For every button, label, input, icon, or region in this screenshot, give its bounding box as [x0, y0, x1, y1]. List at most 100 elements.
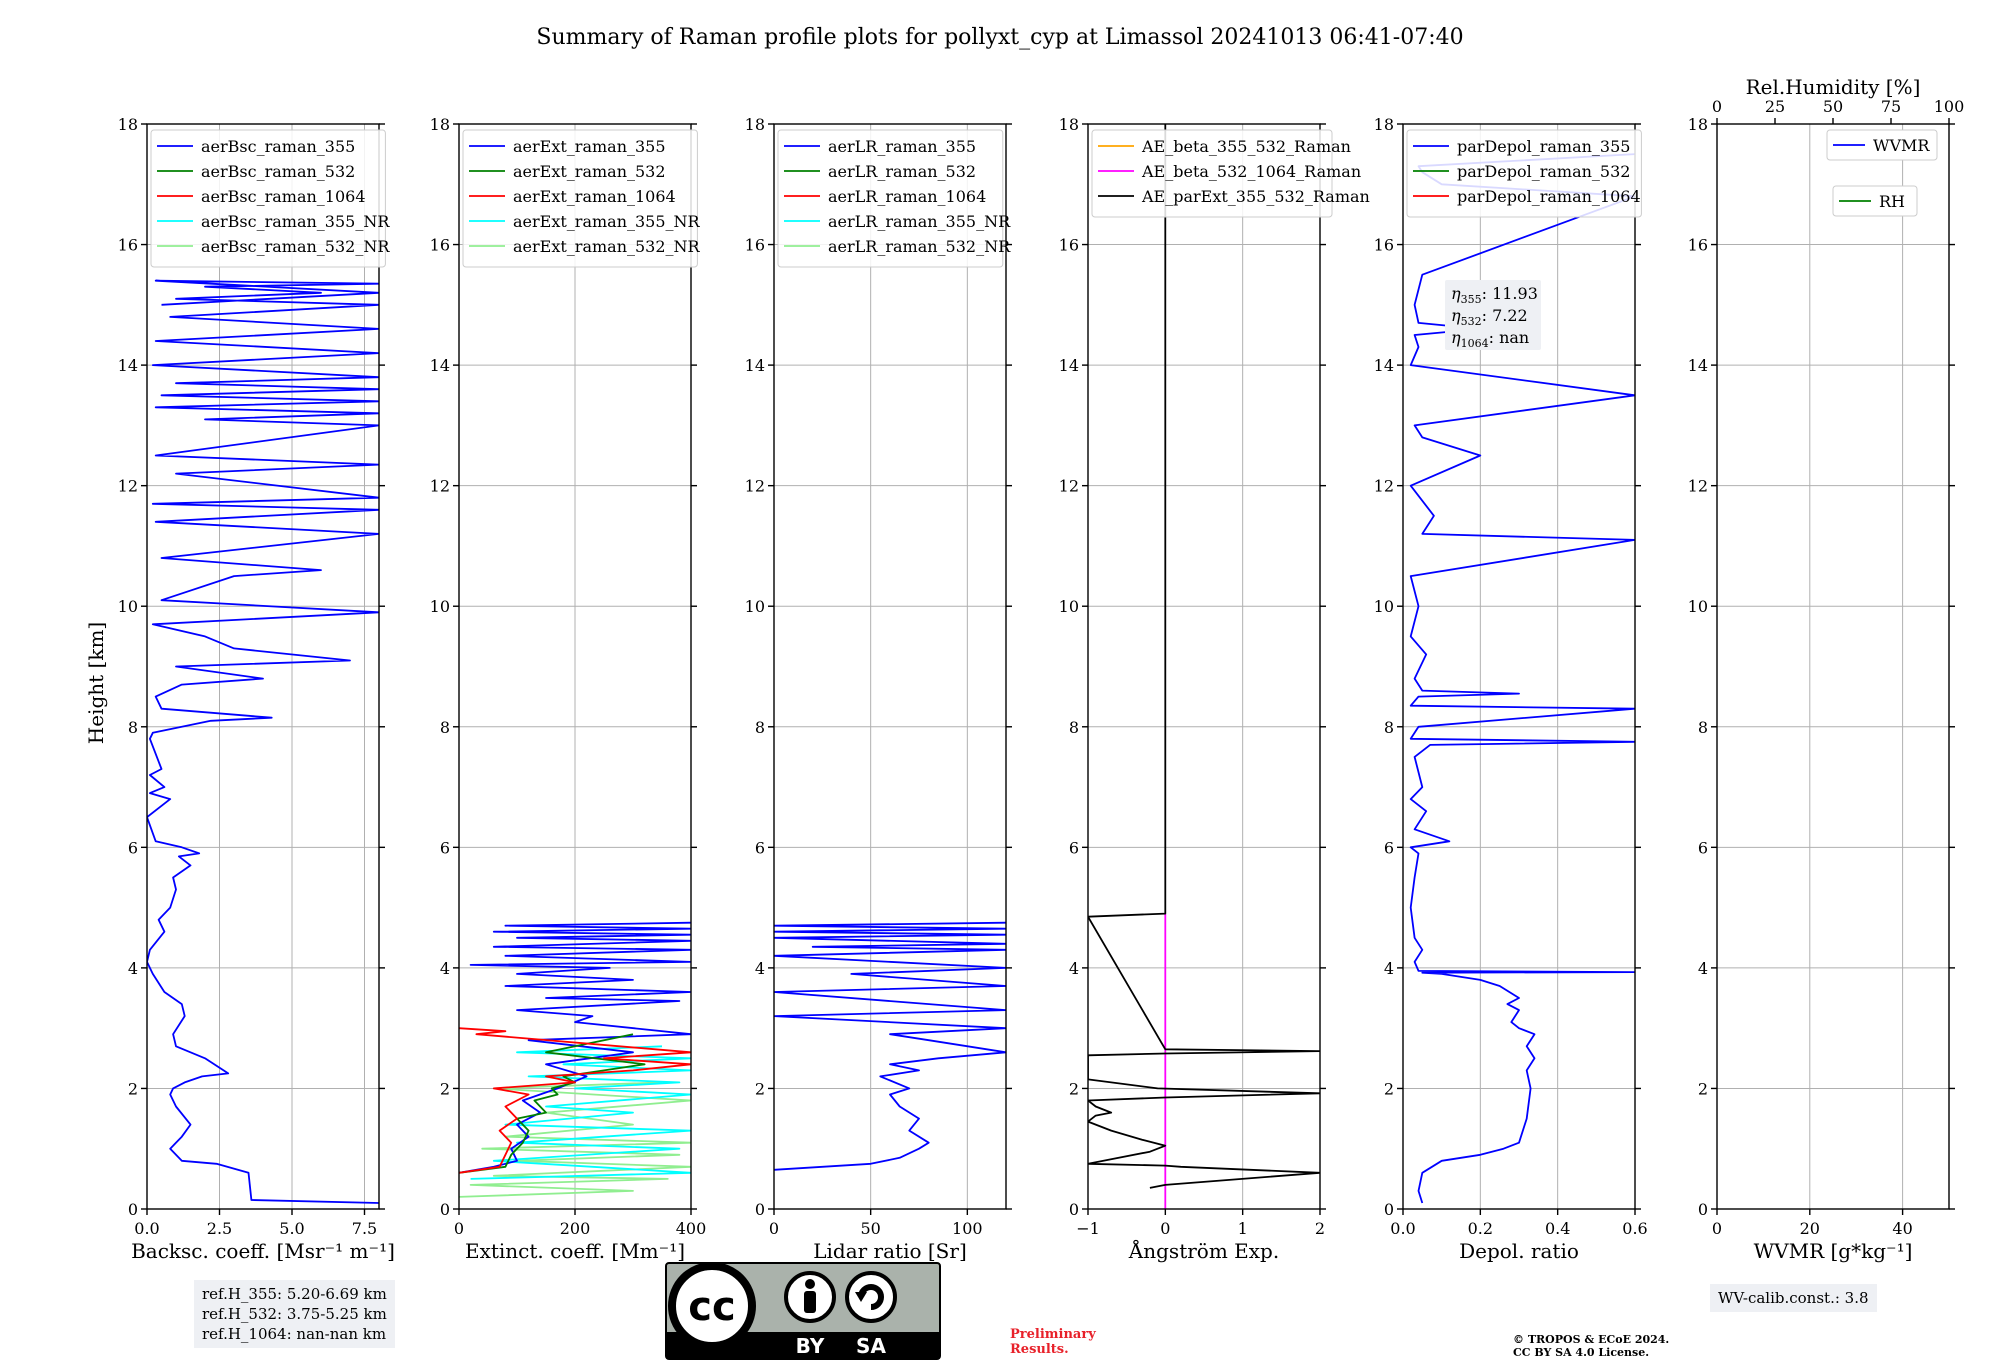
y-tick-label: 0 — [1698, 1200, 1708, 1219]
y-tick-label: 10 — [745, 597, 765, 616]
preliminary-results-note: Preliminary Results. — [1010, 1327, 1096, 1357]
by-person-body — [804, 1291, 816, 1313]
eta-532-label: η532: 7.22 — [1451, 306, 1528, 328]
reference-height-box: ref.H_355: 5.20-6.69 km ref.H_532: 3.75-… — [194, 1280, 395, 1348]
legend-label: WVMR — [1873, 136, 1930, 155]
legend-label: RH — [1879, 192, 1905, 211]
x-tick-label: 0 — [1712, 1219, 1722, 1238]
series-group — [459, 921, 691, 1198]
y-tick-label: 4 — [755, 959, 765, 978]
cc-logo-icon — [668, 1262, 756, 1350]
y-tick-label: 18 — [1059, 115, 1079, 134]
x-tick-label: 200 — [560, 1219, 591, 1238]
y-tick-label: 4 — [1069, 959, 1079, 978]
series-line-AE_parExt_355_532_Raman — [1088, 124, 1320, 1189]
y-tick-label: 18 — [118, 115, 138, 134]
y-tick-label: 14 — [745, 356, 765, 375]
sa-arrow — [858, 1284, 884, 1310]
y-tick-label: 16 — [118, 236, 138, 255]
axes-frame — [773, 123, 1007, 1210]
y-tick-label: 12 — [1059, 477, 1079, 496]
x-tick-label: 0.4 — [1545, 1219, 1570, 1238]
top-x-tick-label: 0 — [1712, 97, 1722, 116]
sa-arrowhead — [855, 1292, 867, 1302]
eta-box — [1445, 280, 1541, 350]
legend-label: aerLR_raman_355 — [828, 137, 976, 156]
legend-label: AE_beta_532_1064_Raman — [1141, 162, 1361, 181]
x-tick-label: 0.6 — [1622, 1219, 1647, 1238]
x-tick-label: 7.5 — [352, 1219, 377, 1238]
sa-share-icon — [845, 1271, 897, 1323]
x-tick-label: 20 — [1800, 1219, 1820, 1238]
legend-label: aerLR_raman_532_NR — [828, 237, 1011, 256]
legend-label: aerLR_raman_532 — [828, 162, 976, 181]
legend-label: AE_parExt_355_532_Raman — [1141, 187, 1370, 206]
x-tick-label: 40 — [1892, 1219, 1912, 1238]
x-tick-label: 400 — [676, 1219, 707, 1238]
legend-frame — [462, 129, 698, 268]
y-tick-label: 14 — [118, 356, 138, 375]
legend-label: aerBsc_raman_355_NR — [201, 212, 390, 231]
legend: parDepol_raman_355 parDepol_raman_532 parD… — [1406, 129, 1642, 218]
legend-label: AE_beta_355_532_Raman — [1141, 137, 1351, 156]
y-tick-label: 10 — [1059, 597, 1079, 616]
axes-frame — [1087, 123, 1321, 1210]
y-tick-label: 10 — [1688, 597, 1708, 616]
y-tick-label: 2 — [440, 1079, 450, 1098]
legend-frame — [1091, 129, 1333, 218]
y-tick-label: 8 — [1069, 718, 1079, 737]
y-tick-label: 6 — [1698, 838, 1708, 857]
series-line-parDepol_raman_355 — [1409, 153, 1635, 1204]
legend-label: aerBsc_raman_355 — [201, 137, 355, 156]
x-tick-label: 5.0 — [279, 1219, 304, 1238]
y-tick-label: 16 — [745, 236, 765, 255]
y-tick-label: 14 — [430, 356, 450, 375]
wv-calib-box: WV-calib.const.: 3.8 — [1710, 1284, 1877, 1312]
axes-frame — [1402, 123, 1636, 1210]
series-line-aerLR_raman_355 — [774, 921, 1006, 1171]
series-line-aerExt_raman_355_NR — [470, 1045, 691, 1180]
y-axis-label: Height [km] — [84, 622, 108, 744]
y-tick-label: 10 — [118, 597, 138, 616]
series-line-aerExt_raman_1064 — [459, 1027, 691, 1174]
y-tick-label: 14 — [1374, 356, 1394, 375]
y-tick-label: 4 — [1698, 959, 1708, 978]
y-tick-label: 16 — [1688, 236, 1708, 255]
x-axis-label: Extinct. coeff. [Mm⁻¹] — [465, 1239, 685, 1263]
y-tick-label: 6 — [440, 838, 450, 857]
y-tick-label: 8 — [1384, 718, 1394, 737]
legend-frame — [1406, 129, 1642, 218]
y-tick-label: 16 — [1374, 236, 1394, 255]
x-axis-label: Depol. ratio — [1459, 1239, 1579, 1263]
y-tick-label: 18 — [1374, 115, 1394, 134]
x-axis-label: Lidar ratio [Sr] — [813, 1239, 967, 1263]
panel-depol: 0 2 4 6 8 10 12 14 16 18 0.0 0.2 0.4 0.6 Depol. ratio p… — [1374, 115, 1648, 1263]
series-line-aerBsc_raman_355 — [147, 279, 379, 1204]
x-tick-label: 0.2 — [1468, 1219, 1493, 1238]
legend-label: aerBsc_raman_532 — [201, 162, 355, 181]
copyright-line-2: CC BY SA 4.0 License. — [1513, 1346, 1650, 1359]
ref-height-1064: ref.H_1064: nan-nan km — [202, 1325, 387, 1343]
y-tick-label: 18 — [430, 115, 450, 134]
x-tick-label: 2.5 — [207, 1219, 232, 1238]
y-tick-label: 0 — [440, 1200, 450, 1219]
y-tick-label: 4 — [440, 959, 450, 978]
legend-label: parDepol_raman_532 — [1457, 162, 1630, 181]
legend-label: aerExt_raman_1064 — [513, 187, 676, 206]
series-group — [147, 279, 379, 1204]
y-tick-label: 16 — [430, 236, 450, 255]
y-tick-label: 4 — [1384, 959, 1394, 978]
y-tick-label: 2 — [1698, 1079, 1708, 1098]
legend: aerExt_raman_355 aerExt_raman_532 aerExt_r… — [462, 129, 701, 268]
x-tick-label: 1 — [1238, 1219, 1248, 1238]
legend-label: aerExt_raman_355 — [513, 137, 666, 156]
copyright-note: © TROPOS & ECoE 2024. CC BY SA 4.0 Licen… — [1513, 1333, 1669, 1359]
x-axis-label: Backsc. coeff. [Msr⁻¹ m⁻¹] — [131, 1239, 395, 1263]
y-tick-label: 0 — [755, 1200, 765, 1219]
top-x-tick-label: 50 — [1823, 97, 1843, 116]
wv-calib-text: WV-calib.const.: 3.8 — [1718, 1289, 1869, 1307]
